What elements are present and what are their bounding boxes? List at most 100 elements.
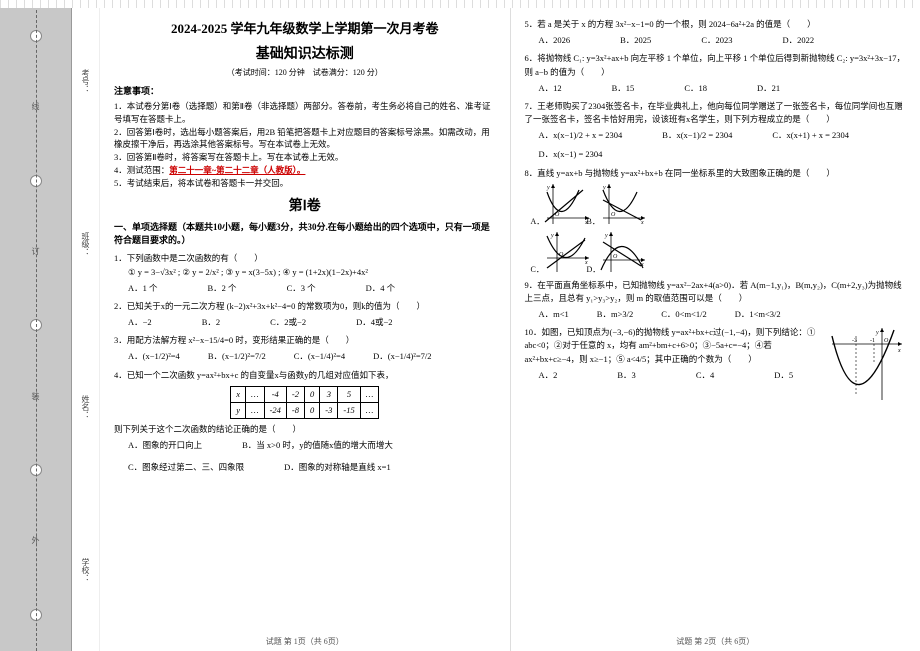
svg-text:O: O xyxy=(884,338,889,344)
notice-item: 1．本试卷分第Ⅰ卷（选择题）和第Ⅱ卷（非选择题）两部分。答卷前，考生务必将自己的… xyxy=(114,100,496,126)
q-options: A．2 B．3 C．4 D．5 xyxy=(539,369,823,382)
opt-d: D．4或−2 xyxy=(356,316,392,329)
q6: 6．将抛物线 C₁: y=3x²+ax+b 向左平移 1 个单位，向上平移 1 … xyxy=(525,52,907,95)
svg-text:x: x xyxy=(640,220,644,226)
svg-text:x: x xyxy=(897,348,901,354)
label-id: 考号： xyxy=(80,69,91,93)
binding-line xyxy=(36,0,37,651)
section-instructions: 一、单项选择题（本题共10小题，每小题3分，共30分.在每小题给出的四个选项中，… xyxy=(114,221,496,246)
svg-text:-3: -3 xyxy=(852,338,857,344)
opt-b: B．(x−1/2)²=7/2 xyxy=(208,350,266,363)
svg-text:O: O xyxy=(555,212,560,218)
q-options: A．2026 B．2025 C．2023 D．2022 xyxy=(539,34,907,47)
svg-text:y: y xyxy=(546,185,550,191)
svg-text:y: y xyxy=(875,330,879,336)
scope: 第二十一章~第二十二章（人教版）。 xyxy=(169,165,305,175)
exam-subtitle: 基础知识达标测 xyxy=(114,43,496,63)
graph-row: A． Oxy B． Oxy xyxy=(543,182,907,226)
q-options: A．m<1 B．m>3/2 C．0<m<1/2 D．1<m<3/2 xyxy=(539,308,907,321)
q3: 3．用配方法解方程 x²−x−15/4=0 时，变形结果正确的是（ ） A．(x… xyxy=(114,334,496,363)
table-row: y…-24-80-3-15… xyxy=(231,402,379,418)
opt-d: D．(x−1/4)²=7/2 xyxy=(373,350,431,363)
svg-text:O: O xyxy=(613,254,618,260)
opt-a: A．12 xyxy=(539,82,562,95)
graph-c: C． Oxy xyxy=(543,230,591,274)
q-options: A．x(x−1)/2 + x = 2304 B．x(x−1)/2 = 2304 … xyxy=(539,129,907,161)
opt-c: C．(x−1/4)²=4 xyxy=(294,350,345,363)
binding-strip: 线 订 装 外 xyxy=(0,0,72,651)
notice-item: 3．回答第Ⅱ卷时，将答案写在答题卡上。写在本试卷上无效。 xyxy=(114,151,496,164)
q-text: 9．在平面直角坐标系中，已知抛物线 y=ax²−2ax+4(a>0)．若 A(m… xyxy=(525,279,907,305)
q-text: 8．直线 y=ax+b 与抛物线 y=ax²+bx+b 在同一坐标系里的大致图象… xyxy=(525,167,907,180)
notice-item: 2．回答第Ⅰ卷时，选出每小题答案后，用2B 铅笔把答题卡上对应题目的答案标号涂黑… xyxy=(114,126,496,152)
svg-text:-1: -1 xyxy=(870,338,875,344)
opt-c: C．0<m<1/2 xyxy=(661,308,706,321)
q10-graph: Ox y -3 -1 xyxy=(826,326,906,404)
opt-d: D．1<m<3/2 xyxy=(735,308,781,321)
table-row: x…-4-2035… xyxy=(231,386,379,402)
exam-title: 2024-2025 学年九年级数学上学期第一次月考卷 xyxy=(114,18,496,37)
opt-a: A．2 xyxy=(539,369,558,382)
svg-text:O: O xyxy=(559,252,564,258)
graph-d: D． Oxy xyxy=(599,230,647,274)
opt-d: D．5 xyxy=(774,369,793,382)
q-text: 6．将抛物线 C₁: y=3x²+ax+b 向左平移 1 个单位，向上平移 1 … xyxy=(525,52,907,78)
opt-b: B．x(x−1)/2 = 2304 xyxy=(662,129,732,142)
page-footer: 试题 第 2页（共 6页） xyxy=(511,636,920,647)
q-text: 4．已知一个二次函数 y=ax²+bx+c 的自变量x与函数y的几组对应值如下表… xyxy=(114,369,496,382)
q5: 5．若 a 是关于 x 的方程 3x²−x−1=0 的一个根，则 2024−6a… xyxy=(525,18,907,47)
opt-c: C．2023 xyxy=(701,34,732,47)
q7: 7．王老师购买了2304张签名卡，在毕业典礼上，他向每位同学赠送了一张签名卡，每… xyxy=(525,100,907,162)
q-text: 5．若 a 是关于 x 的方程 3x²−x−1=0 的一个根，则 2024−6a… xyxy=(525,18,907,31)
label-school: 学校： xyxy=(80,558,91,582)
opt-b: B．2025 xyxy=(620,34,651,47)
opt-b: B．m>3/2 xyxy=(597,308,633,321)
opt-b: B．2 xyxy=(202,316,220,329)
section-title: 第Ⅰ卷 xyxy=(114,195,496,215)
notice-item: 4．测试范围：第二十一章~第二十二章（人教版）。 xyxy=(114,164,496,177)
q-text: 2．已知关于x的一元二次方程 (k−2)x²+3x+k²−4=0 的常数项为0，… xyxy=(114,300,496,313)
opt-a: A．图象的开口向上 xyxy=(128,439,202,452)
opt-d: D．x(x−1) = 2304 xyxy=(539,148,603,161)
opt-b: B．当 x>0 时，y的值随x值的增大而增大 xyxy=(242,439,393,452)
q4: 4．已知一个二次函数 y=ax²+bx+c 的自变量x与函数y的几组对应值如下表… xyxy=(114,369,496,474)
ruler xyxy=(0,0,920,8)
svg-text:x: x xyxy=(640,262,644,268)
q4-table: x…-4-2035… y…-24-80-3-15… xyxy=(230,386,379,419)
margin-labels: 考号： 班级： 姓名： 学校： xyxy=(72,0,100,651)
q-options: A．图象的开口向上 B．当 x>0 时，y的值随x值的增大而增大 C．图象经过第… xyxy=(128,439,496,473)
svg-text:y: y xyxy=(602,185,606,191)
q10: Oxy-3-1 10．如图，已知顶点为(−3,−6)的抛物线 y=ax²+bx+… xyxy=(525,326,907,382)
q-text: 3．用配方法解方程 x²−x−15/4=0 时，变形结果正确的是（ ） xyxy=(114,334,496,347)
opt-a: A．m<1 xyxy=(539,308,569,321)
opt-d: D．2022 xyxy=(782,34,814,47)
opt-d: D．图象的对称轴是直线 x=1 xyxy=(284,461,391,474)
opt-c: C．3 个 xyxy=(287,282,316,295)
label-name: 姓名： xyxy=(80,395,91,419)
opt-c: C．18 xyxy=(684,82,707,95)
graph-row: C． Oxy D． Oxy xyxy=(543,230,907,274)
q-options: A．1 个 B．2 个 C．3 个 D．4 个 xyxy=(128,282,496,295)
label-class: 班级： xyxy=(80,232,91,256)
opt-b: B．2 个 xyxy=(208,282,237,295)
page-wrap: 线 订 装 外 考号： 班级： 姓名： 学校： 2024-2025 学年九年级数… xyxy=(0,0,920,651)
opt-a: A．2026 xyxy=(539,34,571,47)
graph-a: A． Oxy xyxy=(543,182,591,226)
q-sub: 则下列关于这个二次函数的结论正确的是（ ） xyxy=(114,423,496,436)
pages: 2024-2025 学年九年级数学上学期第一次月考卷 基础知识达标测 （考试时间… xyxy=(100,0,920,651)
q-text: 7．王老师购买了2304张签名卡，在毕业典礼上，他向每位同学赠送了一张签名卡，每… xyxy=(525,100,907,126)
page-2: 5．若 a 是关于 x 的方程 3x²−x−1=0 的一个根，则 2024−6a… xyxy=(510,0,920,651)
svg-text:y: y xyxy=(550,233,554,239)
q-options: A．(x−1/2)²=4 B．(x−1/2)²=7/2 C．(x−1/4)²=4… xyxy=(128,350,496,363)
opt-c: C．2或−2 xyxy=(270,316,306,329)
q1: 1．下列函数中是二次函数的有（ ） ① y = 3−√3x² ; ② y = 2… xyxy=(114,252,496,295)
opt-c: C．x(x+1) + x = 2304 xyxy=(772,129,849,142)
opt-c: C．图象经过第二、三、四象限 xyxy=(128,461,244,474)
opt-c: C．4 xyxy=(696,369,714,382)
page-1: 2024-2025 学年九年级数学上学期第一次月考卷 基础知识达标测 （考试时间… xyxy=(100,0,510,651)
q2: 2．已知关于x的一元二次方程 (k−2)x²+3x+k²−4=0 的常数项为0，… xyxy=(114,300,496,329)
svg-text:O: O xyxy=(611,212,616,218)
opt-a: A．−2 xyxy=(128,316,152,329)
q-text: 1．下列函数中是二次函数的有（ ） xyxy=(114,252,496,265)
svg-text:y: y xyxy=(604,233,608,239)
